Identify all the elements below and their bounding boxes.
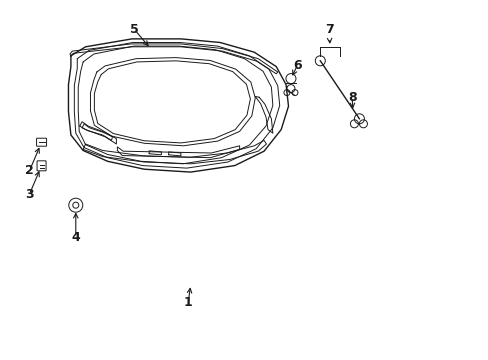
- Text: 4: 4: [71, 231, 80, 244]
- Text: 7: 7: [325, 23, 333, 36]
- Text: 5: 5: [130, 23, 139, 36]
- Text: 6: 6: [292, 59, 301, 72]
- Text: 8: 8: [347, 91, 356, 104]
- Text: 1: 1: [183, 296, 192, 309]
- Text: 2: 2: [25, 165, 34, 177]
- Text: 3: 3: [25, 188, 34, 201]
